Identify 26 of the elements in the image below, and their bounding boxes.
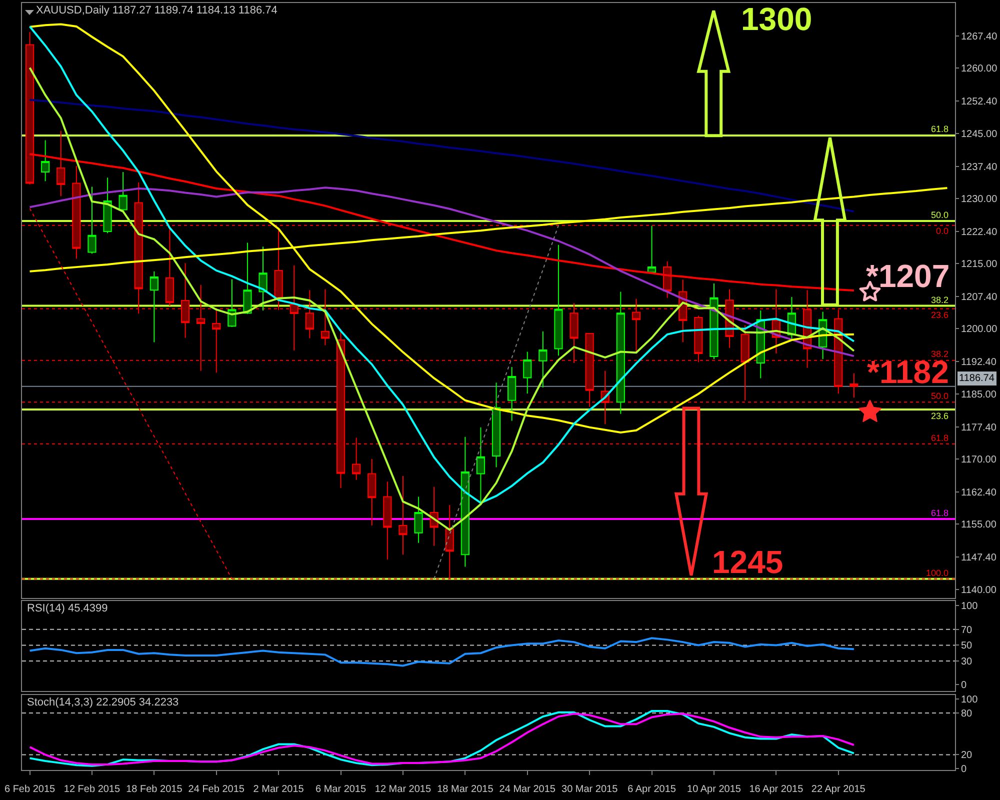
x-tick-label: 18 Feb 2015 [126,784,183,795]
x-tick-label: 30 Mar 2015 [562,784,618,795]
y-tick-label: 100 [961,694,978,706]
y-tick-label: 0 [961,764,967,776]
x-tick-label: 10 Apr 2015 [687,784,742,795]
y-tick-label: 50 [961,640,973,652]
x-tick-label: 12 Mar 2015 [374,784,432,795]
x-tick-label: 12 Feb 2015 [64,784,120,795]
y-tick-label: 20 [961,750,973,762]
x-tick-label: 6 Apr 2015 [628,784,676,795]
y-tick-label: 0 [961,680,967,692]
x-tick-label: 2 Mar 2015 [253,784,304,795]
chart-title: RSI(14) 45.4399 [27,602,108,615]
x-tick-label: 6 Feb 2015 [4,784,56,795]
x-tick-label: 16 Apr 2015 [749,784,804,795]
x-tick-label: 18 Mar 2015 [437,784,494,795]
x-tick-label: 6 Mar 2015 [315,784,366,795]
line-series [28,637,855,667]
chart-title: Stoch(14,3,3) 22.2905 34.2233 [27,696,179,709]
y-tick-label: 70 [961,624,973,636]
y-tick-label: 80 [961,708,973,720]
x-tick-label: 22 Apr 2015 [811,784,866,795]
y-tick-label: 100 [961,601,978,612]
x-tick-label: 24 Feb 2015 [188,784,245,795]
y-tick-label: 30 [961,656,973,668]
x-tick-label: 24 Mar 2015 [499,784,556,795]
